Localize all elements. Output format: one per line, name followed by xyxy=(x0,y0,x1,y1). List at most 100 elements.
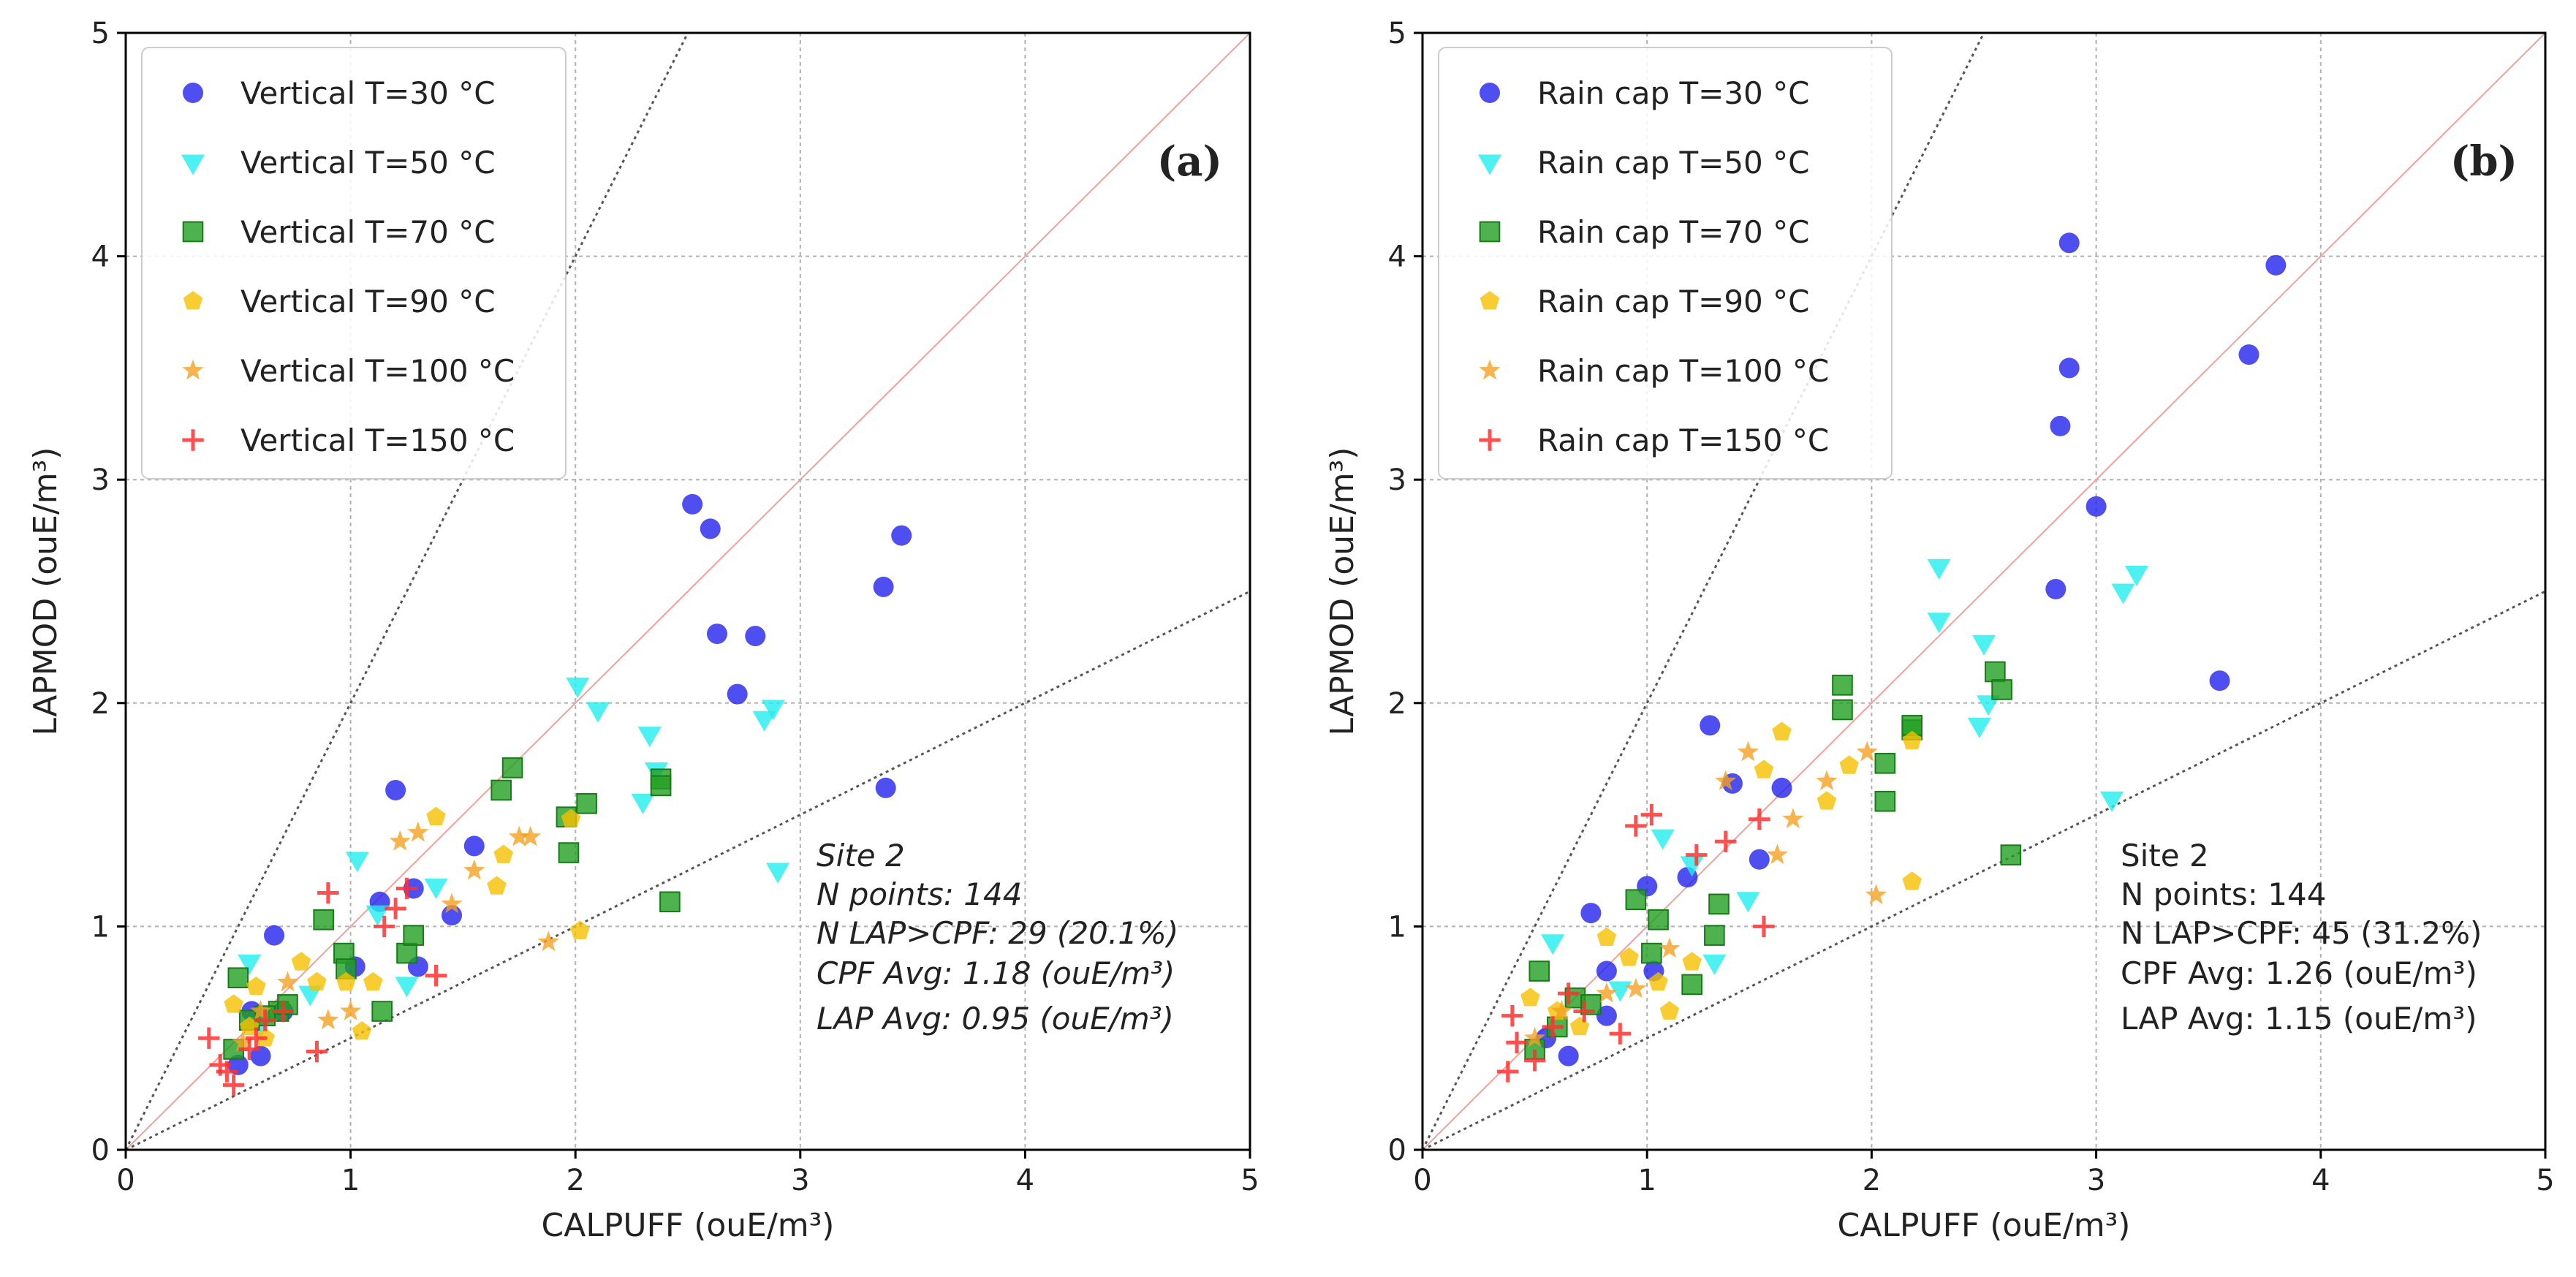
y-tick-label: 0 xyxy=(91,1134,110,1167)
data-point xyxy=(345,852,369,873)
data-point xyxy=(384,898,406,920)
data-point xyxy=(1625,889,1647,911)
data-point xyxy=(238,954,262,975)
annotation-n-points: N points: 144 xyxy=(817,876,1022,912)
data-point xyxy=(1856,740,1878,762)
x-axis-label: CALPUFF (ouE/m³) xyxy=(1838,1207,2131,1244)
legend-marker xyxy=(1480,291,1500,310)
data-point xyxy=(1641,942,1662,964)
data-point xyxy=(1558,1045,1579,1066)
y-axis-label: LAPMOD (ouE/m³) xyxy=(1324,447,1361,736)
data-point xyxy=(659,891,681,913)
data-point xyxy=(403,925,425,946)
data-point xyxy=(1506,1031,1528,1054)
legend-box xyxy=(141,47,567,480)
data-point xyxy=(395,877,418,900)
legend: Vertical T=30 °C Vertical T=50 °C Vertical… xyxy=(141,47,567,480)
y-tick-label: 5 xyxy=(1388,17,1406,50)
series-star xyxy=(232,821,559,1052)
legend-label: Vertical T=150 °C xyxy=(240,422,515,458)
data-point xyxy=(1541,934,1565,955)
legend-marker xyxy=(1477,154,1502,175)
data-point xyxy=(1704,925,1725,946)
data-point xyxy=(425,964,447,987)
panel-tag: (b) xyxy=(2450,137,2518,186)
legend-marker xyxy=(1479,429,1501,451)
data-point xyxy=(727,683,748,705)
annotation-cpf-avg: CPF Avg: 1.18 (ouE/m³) xyxy=(817,955,1175,991)
data-point xyxy=(306,1040,328,1063)
y-tick-label: 1 xyxy=(1388,910,1406,944)
legend-marker xyxy=(182,429,204,451)
data-point xyxy=(1651,829,1675,850)
data-point xyxy=(1557,982,1580,1004)
y-tick-label: 3 xyxy=(1388,463,1406,497)
x-axis-label: CALPUFF (ouE/m³) xyxy=(542,1207,835,1244)
data-point xyxy=(276,971,299,992)
data-point xyxy=(1596,927,1617,947)
data-point xyxy=(700,518,721,539)
annotation-lap-avg: LAP Avg: 1.15 (ouE/m³) xyxy=(2121,1001,2477,1037)
y-tick-label: 1 xyxy=(91,910,110,944)
data-point xyxy=(1715,830,1737,852)
data-point xyxy=(1736,892,1760,913)
data-point xyxy=(396,942,417,964)
legend-marker xyxy=(181,154,205,175)
data-point xyxy=(1648,971,1668,991)
data-point xyxy=(1832,699,1853,721)
data-point xyxy=(490,779,512,801)
data-point xyxy=(1682,952,1702,971)
data-point xyxy=(586,702,610,723)
data-point xyxy=(520,825,542,846)
data-point xyxy=(1523,1026,1546,1047)
data-point xyxy=(891,525,912,546)
data-point xyxy=(232,1031,254,1052)
x-tick-label: 5 xyxy=(1240,1164,1259,1197)
legend-box xyxy=(1438,47,1893,480)
data-point xyxy=(339,1000,362,1020)
legend-label: Vertical T=70 °C xyxy=(240,214,496,250)
data-point xyxy=(1771,777,1792,798)
data-point xyxy=(1737,740,1759,762)
data-point xyxy=(407,821,429,842)
data-point xyxy=(1816,770,1838,791)
data-point xyxy=(298,985,322,1007)
series-star xyxy=(1523,740,1887,1047)
data-point xyxy=(1772,721,1792,740)
data-point xyxy=(745,626,766,647)
data-point xyxy=(1967,717,1991,738)
data-point xyxy=(2058,232,2080,254)
data-point xyxy=(2058,357,2080,379)
legend-label: Vertical T=100 °C xyxy=(240,353,515,389)
reference-line-slope-0_5 xyxy=(126,590,1250,1150)
legend-label: Rain cap T=90 °C xyxy=(1537,284,1809,319)
x-tick-label: 4 xyxy=(1016,1164,1034,1197)
data-point xyxy=(1596,1005,1617,1026)
data-point xyxy=(1766,844,1789,865)
plot-frame xyxy=(124,31,1251,1151)
y-tick-label: 2 xyxy=(91,687,110,721)
data-point xyxy=(365,905,390,926)
annotation-lap-avg: LAP Avg: 0.95 (ouE/m³) xyxy=(817,1001,1174,1037)
data-point xyxy=(487,876,507,895)
data-point xyxy=(1640,803,1663,826)
legend-marker xyxy=(182,359,204,380)
data-points xyxy=(1497,232,2287,1083)
data-point xyxy=(537,931,559,952)
legend-marker xyxy=(183,291,203,310)
legend-marker xyxy=(1480,83,1500,103)
data-point xyxy=(374,915,395,938)
data-point xyxy=(216,1061,238,1083)
data-point xyxy=(245,1027,268,1049)
data-point xyxy=(566,677,590,698)
data-point xyxy=(2265,254,2287,276)
data-point xyxy=(761,700,785,721)
annotation-site: Site 2 xyxy=(817,838,905,874)
data-point xyxy=(1971,634,1996,656)
x-tick-label: 1 xyxy=(341,1164,360,1197)
data-point xyxy=(264,925,285,946)
annotation-n-lap-cpf: N LAP>CPF: 29 (20.1%) xyxy=(817,915,1178,951)
data-point xyxy=(2209,670,2230,691)
y-tick-label: 0 xyxy=(1388,1134,1406,1167)
